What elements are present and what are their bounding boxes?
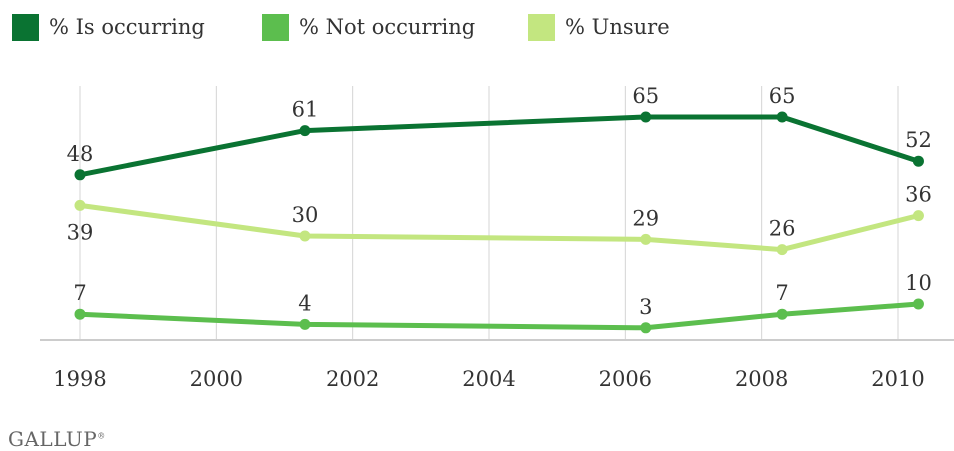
data-label: 52 (905, 128, 932, 152)
data-label: 39 (67, 220, 94, 244)
data-point (912, 298, 924, 310)
legend-item-is-occurring: % Is occurring (12, 12, 205, 42)
data-label: 3 (639, 295, 652, 319)
series-line (77, 114, 921, 178)
data-label: 36 (905, 183, 932, 207)
data-point (299, 125, 311, 137)
legend-item-unsure: % Unsure (528, 12, 670, 42)
x-tick-label: 2000 (190, 367, 243, 391)
data-label: 65 (769, 84, 796, 108)
data-point (640, 322, 652, 334)
series-line (77, 301, 921, 331)
data-point (912, 155, 924, 167)
data-label: 4 (298, 291, 311, 315)
x-tick-label: 2008 (735, 367, 788, 391)
legend-swatch-is-occurring (12, 13, 39, 41)
data-label: 65 (632, 84, 659, 108)
legend-label-unsure: % Unsure (565, 15, 670, 39)
x-tick-label: 2002 (326, 367, 379, 391)
legend-swatch-not-occurring (262, 13, 289, 41)
data-point (776, 111, 788, 123)
data-point (776, 244, 788, 256)
data-point (74, 199, 86, 211)
data-point (912, 210, 924, 222)
data-label: 7 (73, 281, 86, 305)
data-label: 48 (67, 142, 94, 166)
x-tick-label: 1998 (53, 367, 106, 391)
x-tick-label: 2004 (462, 367, 515, 391)
data-point (640, 233, 652, 245)
data-point (74, 169, 86, 181)
legend: % Is occurring % Not occurring % Unsure (0, 0, 954, 56)
x-tick-label: 2010 (871, 367, 924, 391)
data-point (776, 308, 788, 320)
data-label: 61 (292, 98, 319, 122)
data-label: 10 (905, 271, 932, 295)
data-point (640, 111, 652, 123)
legend-swatch-unsure (528, 13, 555, 41)
legend-label-is-occurring: % Is occurring (49, 15, 205, 39)
data-point (74, 308, 86, 320)
gallup-logo-text: GALLUP (8, 427, 98, 451)
data-point (299, 318, 311, 330)
data-label: 30 (292, 203, 319, 227)
registered-mark: ® (97, 431, 106, 441)
gallup-logo: GALLUP® (8, 427, 106, 451)
legend-item-not-occurring: % Not occurring (262, 12, 475, 42)
data-label: 7 (775, 281, 788, 305)
line-chart: 1998 2000 2002 2004 2006 2008 2010 48 61 65 65 52 7 4… (40, 84, 954, 391)
x-tick-label: 2006 (599, 367, 652, 391)
data-point (299, 230, 311, 242)
data-label: 26 (769, 217, 796, 241)
legend-label-not-occurring: % Not occurring (299, 15, 476, 39)
data-label: 29 (632, 206, 659, 230)
